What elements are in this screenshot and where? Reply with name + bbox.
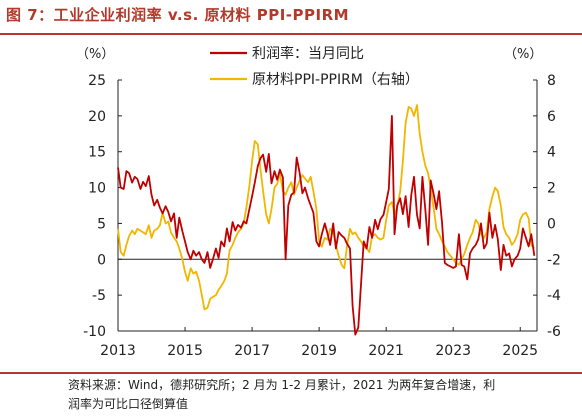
- right-tick-label: -4: [547, 288, 561, 304]
- source-note: 资料来源：Wind，德邦研究所；2 月为 1-2 月累计，2021 为两年复合增…: [68, 376, 576, 414]
- x-tick-label: 2019: [301, 343, 337, 359]
- right-axis-unit: （%）: [504, 47, 542, 62]
- x-tick-label: 2021: [368, 343, 404, 359]
- right-tick-label: 4: [547, 145, 556, 161]
- series-layer: [117, 104, 536, 336]
- right-tick-label: 2: [547, 181, 556, 197]
- left-tick-label: 20: [88, 109, 106, 125]
- x-tick-label: 2013: [100, 343, 136, 359]
- figure-title: 图 7：工业企业利润率 v.s. 原材料 PPI-PPIRM: [6, 6, 350, 24]
- left-tick-label: 25: [88, 73, 106, 89]
- left-tick-label: -10: [83, 324, 106, 340]
- right-tick-label: 6: [547, 109, 556, 125]
- left-tick-label: -5: [92, 288, 106, 304]
- right-axis: 8 6 4 2 0 -2 -4 -6: [533, 73, 561, 340]
- title-rule: [0, 33, 582, 35]
- legend-label-ppi: 原材料PPI-PPIRM（右轴）: [252, 72, 419, 88]
- x-tick-label: 2025: [502, 343, 538, 359]
- source-rule: [0, 372, 582, 374]
- left-axis-unit: （%）: [76, 47, 114, 62]
- right-tick-label: 8: [547, 73, 556, 89]
- x-tick-label: 2023: [435, 343, 471, 359]
- right-tick-label: -2: [547, 252, 561, 268]
- source-line-1: 资料来源：Wind，德邦研究所；2 月为 1-2 月累计，2021 为两年复合增…: [68, 378, 496, 392]
- ppi-ppirm-line: [117, 104, 535, 311]
- left-tick-label: 0: [97, 252, 106, 268]
- left-tick-label: 15: [88, 145, 106, 161]
- right-tick-label: -6: [547, 324, 561, 340]
- x-tick-label: 2017: [234, 343, 270, 359]
- left-tick-label: 5: [97, 216, 106, 232]
- plot-frame: [117, 80, 538, 332]
- left-tick-label: 10: [88, 181, 106, 197]
- left-axis: 25 20 15 10 5 0 -5 -10: [83, 73, 537, 340]
- source-line-2: 润率为可比口径倒算值: [68, 397, 189, 411]
- x-tick-label: 2015: [167, 343, 203, 359]
- profit-margin-line: [117, 115, 536, 336]
- legend-label-profit: 利润率：当月同比: [252, 45, 364, 62]
- x-axis: 2013 2015 2017 2019 2021 2023 2025: [100, 327, 538, 359]
- right-tick-label: 0: [547, 216, 556, 232]
